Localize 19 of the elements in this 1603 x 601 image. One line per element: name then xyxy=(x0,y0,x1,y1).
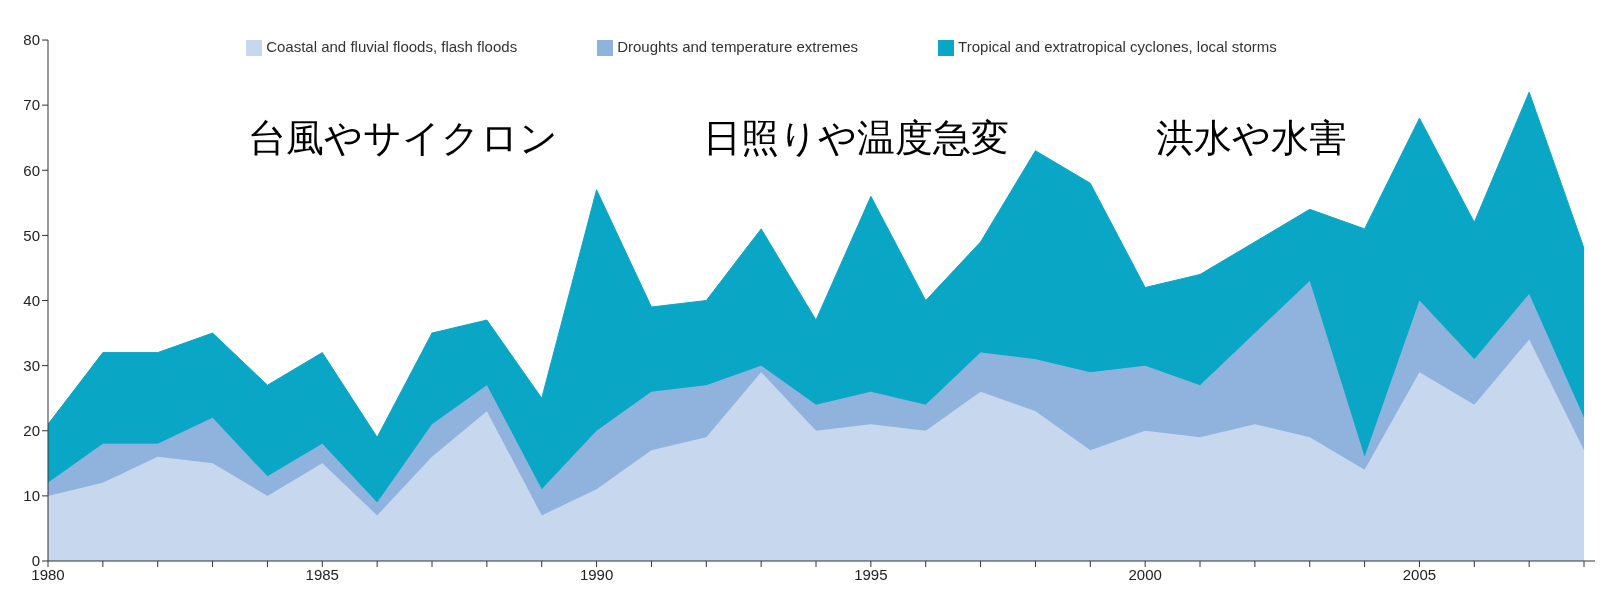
y-tick-label: 30 xyxy=(23,356,40,374)
legend-label: Droughts and temperature extremes xyxy=(617,38,859,55)
x-tick-label: 1985 xyxy=(305,565,339,583)
legend-label: Coastal and fluvial floods, flash floods xyxy=(266,38,518,55)
y-tick-label: 60 xyxy=(23,161,40,179)
x-tick-label: 1990 xyxy=(579,565,614,583)
y-tick-label: 40 xyxy=(23,291,40,309)
x-tick-label: 2005 xyxy=(1402,565,1437,583)
legend-label: Tropical and extratropical cyclones, local storms xyxy=(958,38,1277,55)
x-tick-label: 1995 xyxy=(854,565,888,583)
y-tick-label: 20 xyxy=(23,422,40,440)
annotation: 台風やサイクロン xyxy=(248,116,558,161)
annotation: 日照りや温度急変 xyxy=(703,116,1009,161)
x-tick-label: 2000 xyxy=(1128,565,1162,583)
y-tick-label: 70 xyxy=(23,96,40,114)
annotation: 洪水や水害 xyxy=(1156,116,1347,161)
y-tick-label: 10 xyxy=(23,487,40,505)
y-tick-label: 80 xyxy=(23,31,40,49)
y-tick-label: 50 xyxy=(23,226,40,244)
